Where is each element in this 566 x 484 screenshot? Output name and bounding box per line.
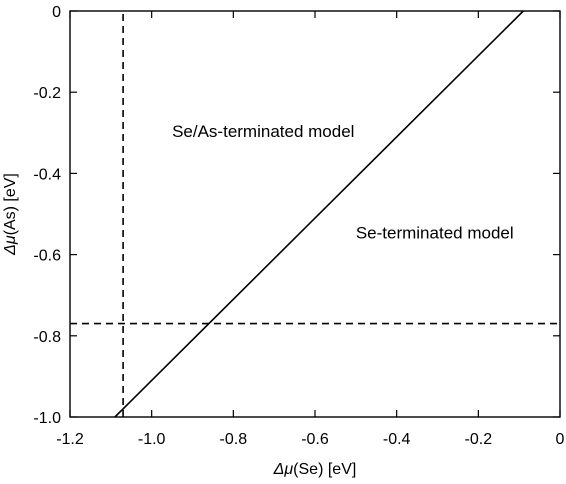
plot-frame — [69, 10, 561, 418]
y-tick-label-0: 0 — [52, 4, 61, 21]
x-tick-label-3: -0.6 — [301, 431, 329, 448]
y-tick-label-1: -0.2 — [33, 85, 61, 102]
x-axis-title: Δμ(Se) [eV] — [273, 461, 357, 478]
series-line-0 — [114, 10, 524, 418]
x-axis-symbol: Δμ — [273, 461, 294, 478]
tick-labels: -1.2 -1.0 -0.8 -0.6 -0.4 -0.2 0 0 -0.2 -0.4 -0.6 -0… — [33, 4, 564, 448]
y-axis-symbol: Δμ — [2, 235, 19, 256]
annotations: Se/As-terminated model Se-terminated mode… — [172, 122, 514, 243]
y-tick-label-2: -0.4 — [33, 166, 61, 183]
x-axis-rest: (Se) [eV] — [293, 461, 356, 478]
x-tick-label-5: -0.2 — [465, 431, 493, 448]
x-tick-label-6: 0 — [556, 431, 565, 448]
x-tick-label-4: -0.4 — [383, 431, 411, 448]
axis-ticks — [69, 10, 561, 418]
x-tick-label-2: -0.8 — [220, 431, 248, 448]
annotation-0: Se/As-terminated model — [172, 122, 354, 141]
y-axis-title: Δμ(As) [eV] — [2, 173, 19, 256]
y-tick-label-4: -0.8 — [33, 329, 61, 346]
x-tick-label-0: -1.2 — [56, 431, 84, 448]
y-tick-label-5: -1.0 — [33, 410, 61, 427]
annotation-1: Se-terminated model — [356, 223, 514, 242]
x-tick-label-1: -1.0 — [138, 431, 166, 448]
data-lines — [70, 10, 560, 418]
y-axis-rest: (As) [eV] — [2, 173, 19, 235]
y-tick-label-3: -0.6 — [33, 248, 61, 265]
